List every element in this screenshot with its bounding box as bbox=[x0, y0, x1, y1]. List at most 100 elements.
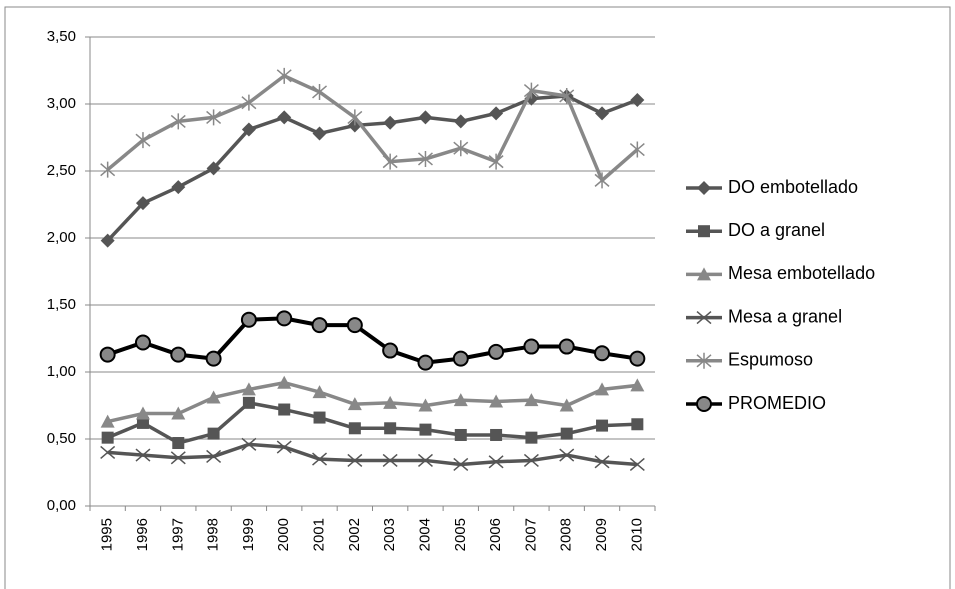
data-point bbox=[207, 427, 220, 440]
x-tick-label: 2008 bbox=[558, 518, 575, 551]
data-point bbox=[631, 418, 644, 431]
series-line bbox=[106, 401, 638, 445]
data-point bbox=[135, 448, 151, 462]
data-point bbox=[559, 398, 574, 412]
legend-label: Mesa embotellado bbox=[728, 263, 875, 283]
data-point bbox=[630, 92, 645, 107]
data-point bbox=[100, 233, 115, 248]
data-point bbox=[347, 397, 362, 411]
legend-label: DO a granel bbox=[728, 220, 825, 240]
series-line bbox=[107, 442, 638, 467]
data-point bbox=[594, 172, 610, 189]
data-point bbox=[241, 122, 256, 137]
data-point bbox=[100, 414, 115, 428]
data-point bbox=[490, 428, 503, 441]
data-point bbox=[558, 338, 575, 355]
data-point bbox=[383, 395, 398, 409]
data-point bbox=[277, 110, 292, 125]
x-tick-label: 2007 bbox=[522, 518, 539, 551]
data-point bbox=[523, 453, 539, 468]
data-point bbox=[276, 67, 292, 84]
data-point bbox=[171, 406, 186, 420]
data-point bbox=[206, 161, 221, 176]
data-point bbox=[312, 126, 327, 141]
data-point bbox=[206, 390, 221, 404]
data-point bbox=[417, 354, 434, 371]
data-point bbox=[383, 115, 398, 130]
data-point bbox=[596, 419, 609, 432]
x-tick-label: 2002 bbox=[346, 518, 363, 551]
data-point bbox=[630, 378, 645, 392]
legend-marker bbox=[696, 311, 712, 325]
data-point bbox=[559, 87, 575, 104]
data-point bbox=[347, 453, 363, 468]
series-line bbox=[106, 94, 638, 242]
data-point bbox=[488, 153, 504, 170]
data-point bbox=[418, 110, 433, 125]
x-tick-label: 2010 bbox=[628, 518, 645, 551]
data-point bbox=[346, 317, 363, 334]
data-point bbox=[523, 338, 540, 355]
data-point bbox=[313, 411, 326, 424]
y-tick-label: 1,00 bbox=[47, 363, 76, 380]
x-tick-label: 2001 bbox=[311, 518, 328, 551]
series-line bbox=[106, 74, 639, 183]
x-tick-label: 1995 bbox=[99, 518, 116, 551]
data-point bbox=[135, 196, 150, 211]
x-tick-label: 2004 bbox=[416, 518, 433, 551]
data-point bbox=[382, 342, 399, 359]
data-point bbox=[312, 385, 327, 399]
data-point bbox=[384, 422, 397, 435]
series-line bbox=[107, 380, 638, 424]
data-point bbox=[523, 82, 539, 99]
data-point bbox=[312, 83, 328, 100]
data-point bbox=[241, 437, 257, 451]
x-tick-label: 2003 bbox=[381, 518, 398, 551]
y-tick-label: 3,00 bbox=[47, 95, 76, 112]
x-tick-label: 1998 bbox=[205, 518, 222, 551]
data-point bbox=[489, 394, 504, 408]
data-point bbox=[170, 113, 186, 130]
x-tick-label: 2000 bbox=[275, 518, 292, 551]
data-point bbox=[135, 406, 150, 420]
data-point bbox=[134, 334, 151, 351]
legend-marker bbox=[696, 396, 712, 412]
data-point bbox=[559, 448, 575, 462]
data-point bbox=[417, 453, 433, 468]
x-tick-label: 2009 bbox=[593, 518, 610, 551]
data-point bbox=[100, 445, 116, 459]
data-point bbox=[452, 350, 469, 367]
data-point bbox=[489, 106, 504, 121]
data-point bbox=[488, 343, 505, 360]
legend-marker bbox=[696, 352, 712, 369]
y-tick-label: 0,50 bbox=[47, 430, 76, 447]
data-point bbox=[172, 437, 185, 450]
legend-label: PROMEDIO bbox=[728, 393, 826, 413]
data-point bbox=[99, 346, 116, 363]
data-point bbox=[382, 153, 398, 170]
data-point bbox=[101, 431, 114, 444]
y-tick-label: 3,50 bbox=[47, 28, 76, 45]
y-tick-label: 2,50 bbox=[47, 162, 76, 179]
data-point bbox=[629, 141, 645, 158]
data-point bbox=[454, 428, 467, 441]
data-point bbox=[135, 132, 151, 149]
data-point bbox=[312, 452, 328, 466]
legend-marker bbox=[697, 181, 711, 195]
frame bbox=[4, 6, 951, 589]
data-point bbox=[594, 345, 611, 362]
data-point bbox=[276, 440, 292, 454]
data-point bbox=[524, 393, 539, 407]
data-point bbox=[348, 422, 361, 435]
data-point bbox=[171, 180, 186, 195]
data-point bbox=[595, 106, 610, 121]
data-point bbox=[311, 317, 328, 334]
data-point bbox=[453, 457, 469, 472]
series-line bbox=[107, 316, 638, 365]
data-point bbox=[170, 346, 187, 363]
data-point bbox=[347, 109, 363, 126]
y-tick-label: 0,00 bbox=[47, 497, 76, 514]
y-tick-label: 2,00 bbox=[47, 229, 76, 246]
data-point bbox=[560, 427, 573, 440]
